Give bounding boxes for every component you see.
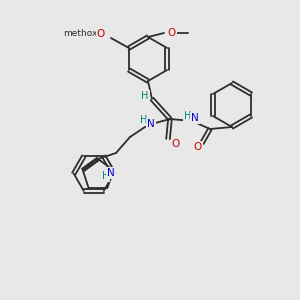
Text: O: O [97,29,105,39]
Text: O: O [172,139,180,149]
Text: N: N [107,168,115,178]
Text: H: H [184,111,192,121]
Text: O: O [168,28,176,38]
Text: methoxy: methoxy [63,29,103,38]
Text: O: O [194,142,202,152]
Text: N: N [147,119,155,129]
Text: H: H [141,91,149,101]
Text: O: O [93,29,101,39]
Text: N: N [191,113,199,123]
Text: H: H [101,171,109,181]
Text: H: H [140,115,148,125]
